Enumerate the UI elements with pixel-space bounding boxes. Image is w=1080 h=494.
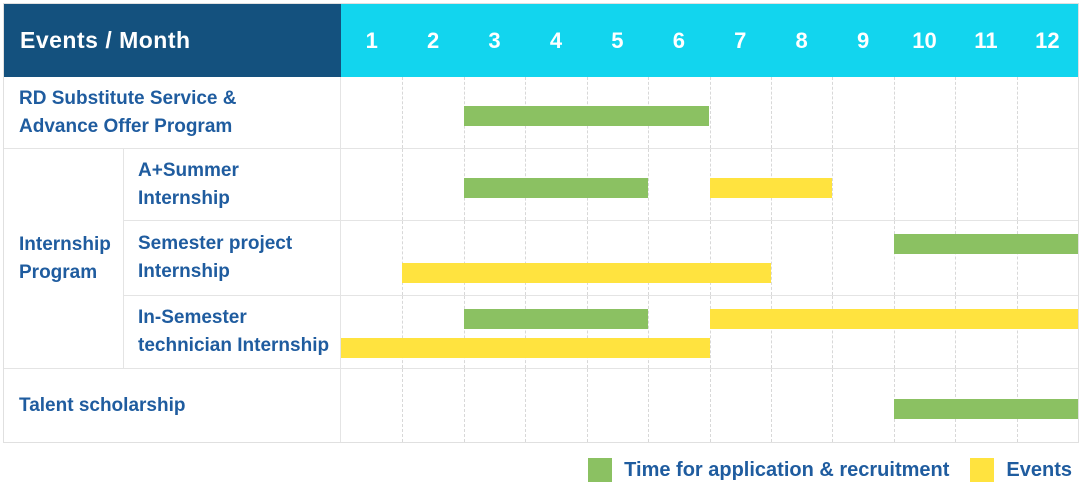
month-header-2: 2 [427,27,440,53]
chart-row-a-plus-summer-internship [341,149,1078,221]
legend-item-application: Time for application & recruitment [588,458,949,482]
month-divider [832,296,834,368]
corner-header-label: Events / Month [20,27,191,53]
legend-label-events: Events [1006,458,1072,481]
month-divider [770,369,772,442]
legend-item-events: Events [970,458,1072,482]
legend-swatch-yellow [970,458,995,482]
month-header-row: 1 2 3 4 5 6 7 8 9 10 11 12 [341,4,1078,77]
month-divider [1016,77,1018,148]
month-divider [1016,221,1018,295]
gantt-bar-application-m3-m6 [463,105,710,126]
legend-label-application: Time for application & recruitment [624,458,950,481]
row-label-line: technician Internship [138,335,330,356]
month-divider [955,296,957,368]
gantt-bar-event-m2-m7 [402,263,771,283]
chart-row-talent-scholarship [341,369,1078,442]
chart-row-semester-project-internship [341,221,1078,296]
month-divider [648,296,650,368]
legend-swatch-green [588,458,613,482]
gantt-bar-application-m3-m5 [463,177,649,198]
row-label-line: Talent scholarship [19,394,186,416]
gantt-table: Events / Month 1 2 3 4 5 6 7 8 9 10 11 12 RD Substi… [3,3,1079,443]
row-label-line: Internship [138,187,230,209]
gantt-bar-application-m3-m5 [463,309,649,329]
row-label-a-plus-summer-internship: A+Summer Internship [124,149,341,221]
month-divider [402,296,404,368]
month-header-8: 8 [795,27,808,53]
month-divider [586,296,588,368]
gantt-bar-application-m10-m12 [893,234,1078,254]
month-divider [586,221,588,295]
gantt-bar-event-m7-m8 [709,177,833,198]
month-divider [893,296,895,368]
row-label-line: Advance Offer Program [19,115,233,137]
month-divider [893,77,895,148]
month-header-7: 7 [734,27,747,53]
month-divider [832,369,834,442]
row-label-in-semester-technician-internship: In-Semester technician Internship [124,296,341,369]
month-divider [770,296,772,368]
month-divider [525,369,527,442]
month-header-3: 3 [488,27,501,53]
corner-header-cell: Events / Month [4,4,341,77]
month-header-1: 1 [365,27,378,53]
month-header-10: 10 [912,27,937,53]
month-divider [648,221,650,295]
month-divider [770,77,772,148]
row-label-talent-scholarship: Talent scholarship [4,369,341,442]
chart-row-in-semester-technician-internship [341,296,1078,369]
month-divider [463,221,465,295]
row-label-line: Semester project [138,233,293,254]
month-header-4: 4 [549,27,563,53]
month-divider [1016,296,1018,368]
month-divider [463,296,465,368]
month-divider [525,221,527,295]
month-divider [709,221,711,295]
month-divider [648,149,650,220]
month-divider [402,77,404,148]
month-header-5: 5 [611,27,624,53]
month-divider [832,221,834,295]
month-divider [1016,149,1018,220]
month-divider [893,149,895,220]
row-label-line: A+Summer [138,159,239,181]
month-header-12: 12 [1035,27,1060,53]
group-label-internship-program: Internship Program [4,149,124,369]
month-divider [525,296,527,368]
row-label-line: RD Substitute Service & [19,87,237,109]
month-divider [402,149,404,220]
month-divider [770,221,772,295]
month-divider [709,369,711,442]
month-header-9: 9 [856,27,870,53]
month-divider [955,77,957,148]
month-divider [402,369,404,442]
month-divider [955,149,957,220]
month-divider [832,149,834,220]
month-header-6: 6 [672,27,685,53]
month-divider [955,221,957,295]
row-label-rd-substitute-service: RD Substitute Service & Advance Offer Pr… [4,77,341,149]
legend: Time for application & recruitment Event… [588,458,1072,482]
month-divider [463,369,465,442]
month-divider [402,221,404,295]
month-divider [709,77,711,148]
row-label-line: In-Semester [138,307,247,328]
row-label-semester-project-internship: Semester project Internship [124,221,341,296]
group-label-line: Program [19,261,98,283]
month-divider [832,77,834,148]
month-divider [893,221,895,295]
month-divider [586,369,588,442]
month-divider [648,369,650,442]
gantt-bar-application-m10-m12 [893,398,1078,419]
month-header-11: 11 [974,27,998,53]
group-label-line: Internship [19,233,111,255]
month-divider [709,296,711,368]
gantt-bar-event-m1-m6 [341,338,710,358]
gantt-bar-event-m7-m12 [709,309,1078,329]
row-label-line: Internship [138,261,230,282]
chart-row-rd-substitute-service [341,77,1078,149]
